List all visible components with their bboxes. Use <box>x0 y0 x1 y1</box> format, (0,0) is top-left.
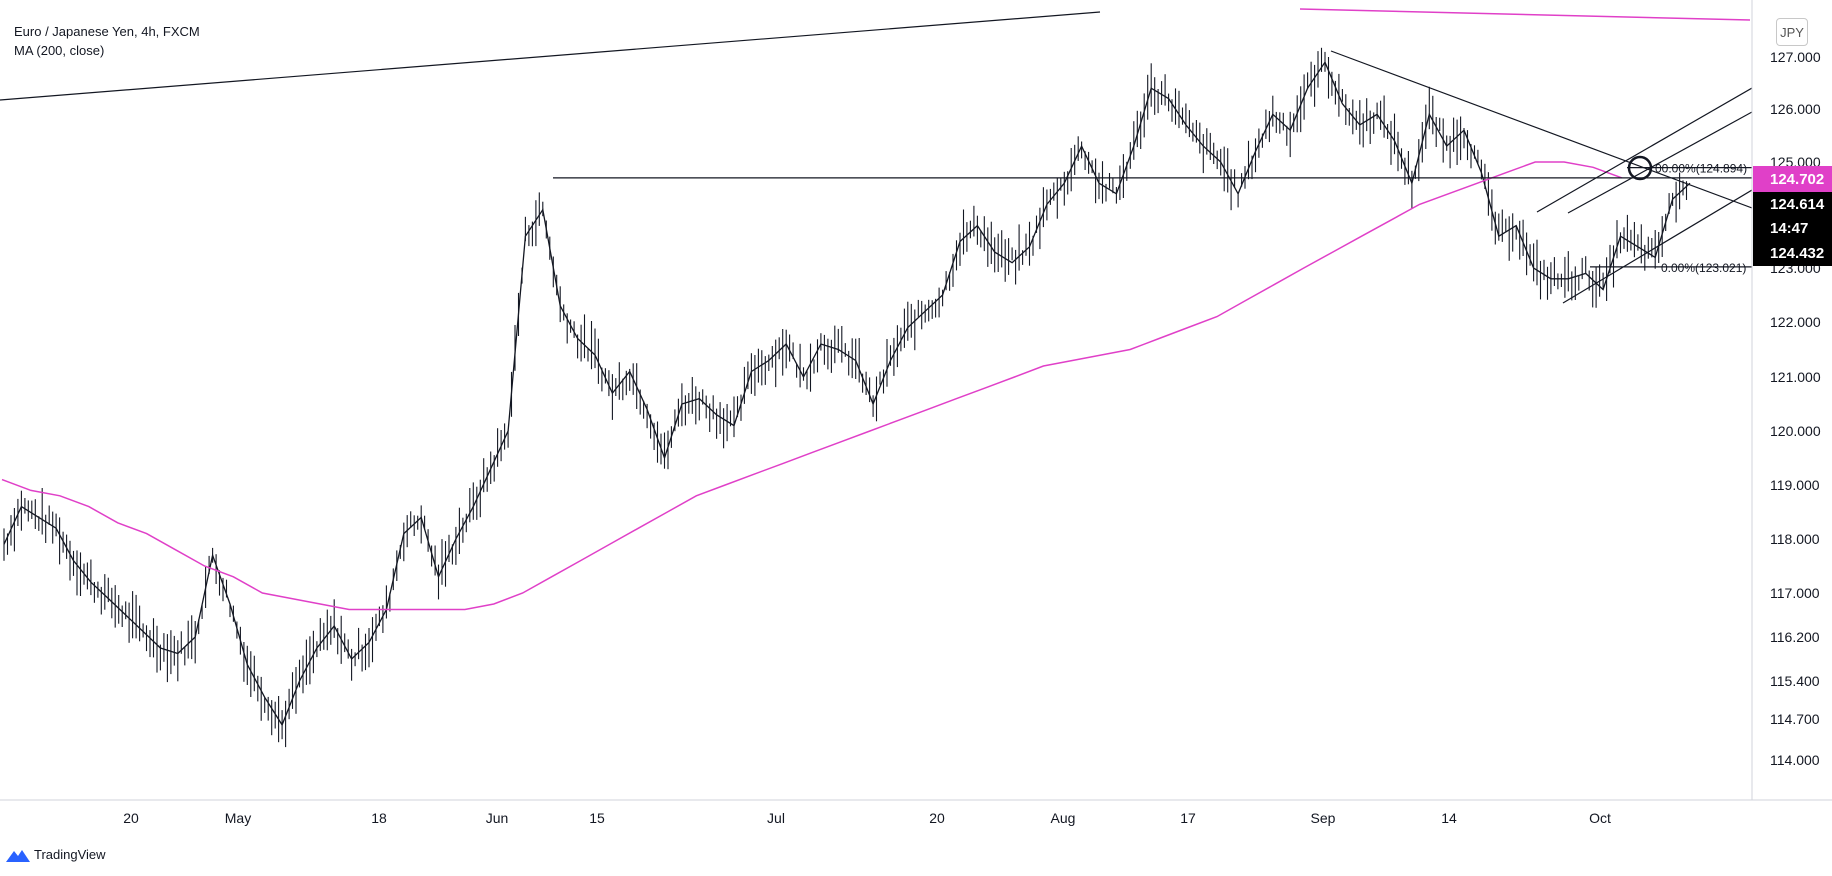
fib-top-annotation: 00.00%(124.894) <box>1655 162 1747 176</box>
y-tick-label: 114.000 <box>1770 752 1820 768</box>
channel-lower-line[interactable] <box>1562 189 1752 304</box>
price-series <box>3 47 1691 748</box>
ma-200-line <box>1 161 1623 611</box>
y-tick-label: 114.700 <box>1770 711 1820 727</box>
y-tick-label: 116.200 <box>1770 629 1820 645</box>
y-tick-label: 118.000 <box>1770 531 1820 547</box>
symbol-title: Euro / Japanese Yen, 4h, FXCM <box>14 24 200 39</box>
last-price-label: 124.614 <box>1770 196 1825 213</box>
x-tick-label: Jul <box>767 810 785 826</box>
x-tick-label: Sep <box>1311 810 1336 826</box>
x-tick-label: May <box>225 810 251 826</box>
tradingview-logo-icon <box>6 849 30 862</box>
y-tick-label: 122.000 <box>1770 314 1821 330</box>
channel-inner-line[interactable] <box>1567 111 1752 214</box>
y-tick-label: 117.000 <box>1770 585 1820 601</box>
ma-value-label: 124.702 <box>1770 171 1824 188</box>
y-tick-label: 119.000 <box>1770 477 1820 493</box>
plot-layer: 00.00%(124.894) 0.00%(123.021) <box>0 8 1752 748</box>
countdown-label: 14:47 <box>1770 220 1808 237</box>
currency-button[interactable]: JPY <box>1776 18 1808 46</box>
price-axis[interactable]: 127.000126.000125.000124.000123.000122.0… <box>1770 49 1821 768</box>
channel-upper-line[interactable] <box>1536 87 1752 213</box>
y-tick-label: 127.000 <box>1770 49 1821 65</box>
chart-legend: Euro / Japanese Yen, 4h, FXCM MA (200, c… <box>14 22 200 60</box>
x-tick-label: 17 <box>1180 810 1196 826</box>
x-tick-label: 20 <box>123 810 139 826</box>
ma-200-long-line <box>1299 8 1751 21</box>
x-tick-label: Aug <box>1051 810 1076 826</box>
tradingview-branding: TradingView <box>6 847 106 862</box>
ma-value-label-bg <box>1753 166 1832 192</box>
brand-name: TradingView <box>34 847 106 862</box>
x-tick-label: 14 <box>1441 810 1457 826</box>
level-price-label-bg <box>1753 240 1832 266</box>
y-tick-label: 115.400 <box>1770 673 1820 689</box>
price-labels: 124.702 124.614 14:47 124.432 <box>1753 166 1832 266</box>
highlight-circle[interactable] <box>1627 155 1653 181</box>
y-tick-label: 120.000 <box>1770 423 1821 439</box>
last-price-label-bg <box>1753 192 1832 216</box>
x-tick-label: 15 <box>589 810 605 826</box>
y-tick-label: 121.000 <box>1770 369 1821 385</box>
countdown-label-bg <box>1753 216 1832 240</box>
fib-bottom-annotation: 0.00%(123.021) <box>1661 261 1746 275</box>
level-price-label: 124.432 <box>1770 245 1824 262</box>
y-tick-label: 126.000 <box>1770 101 1821 117</box>
x-tick-label: 20 <box>929 810 945 826</box>
x-tick-label: Oct <box>1589 810 1611 826</box>
trendline-long-term[interactable] <box>0 11 1101 101</box>
ma-indicator-title: MA (200, close) <box>14 43 105 58</box>
price-line <box>3 60 1691 727</box>
time-axis[interactable]: 20 May 18 Jun 15 Jul 20 Aug 17 Sep 14 Oct <box>123 810 1611 826</box>
x-tick-label: Jun <box>486 810 509 826</box>
x-tick-label: 18 <box>371 810 387 826</box>
descending-trendline[interactable] <box>1330 50 1752 209</box>
